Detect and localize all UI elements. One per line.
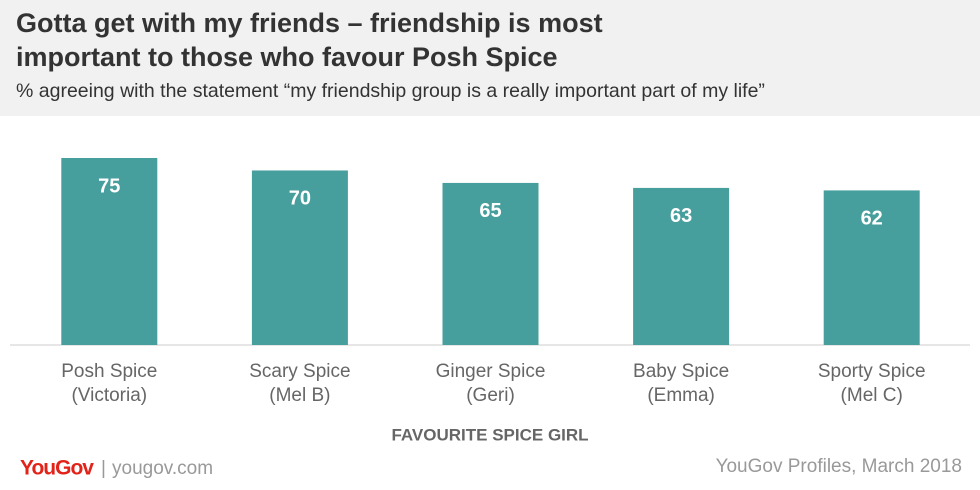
x-tick-label: (Victoria) [71,385,147,406]
header [0,0,980,116]
data-label: 70 [289,188,311,210]
data-label: 63 [670,205,692,227]
data-label: 75 [98,175,120,197]
x-tick-label: (Mel C) [841,385,903,406]
bar [251,170,348,345]
bar [633,187,730,345]
bar [823,190,920,345]
x-tick-label: (Emma) [647,385,715,406]
data-label: 65 [479,200,501,222]
x-tick-label: Baby Spice [633,361,729,382]
bar [61,158,158,345]
x-tick-label: (Geri) [466,385,515,406]
source: YouGov Profiles, March 2018 [716,456,962,477]
bar [442,182,539,345]
x-tick-label: Scary Spice [249,361,350,382]
x-tick-label: Ginger Spice [436,361,546,382]
chart-subtitle: % agreeing with the statement “my friend… [16,80,765,102]
x-tick-label: (Mel B) [269,385,330,406]
data-label: 62 [861,208,883,230]
x-tick-label: Sporty Spice [818,361,926,382]
logo: YouGov [20,457,94,480]
separator: | [101,458,106,479]
x-tick-label: Posh Spice [61,361,157,382]
site: yougov.com [112,458,213,479]
chart-title: Gotta get with my friends – friendship i… [16,8,603,72]
x-axis-title: FAVOURITE SPICE GIRL [391,425,588,444]
